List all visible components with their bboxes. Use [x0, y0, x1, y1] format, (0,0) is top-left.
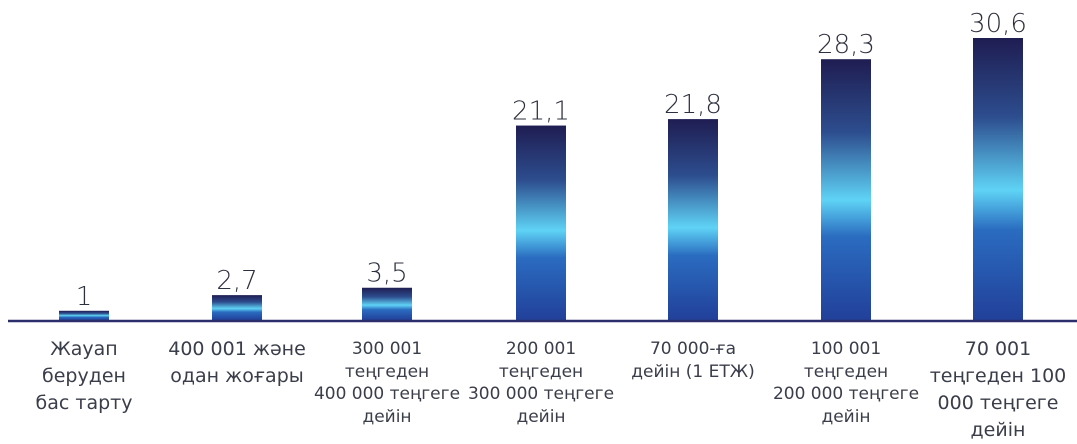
- bar-4: [516, 125, 566, 321]
- bar-7: [973, 38, 1023, 320]
- data-label-6: 28,3: [817, 30, 875, 60]
- category-label-6: 100 001 теңгеден 200 000 теңгеге дейін: [772, 339, 920, 427]
- bar-2: [212, 295, 262, 320]
- category-label-2: 400 001 және одан жоғары: [168, 338, 306, 387]
- category-label-5: 70 000-ға дейін (1 ЕТЖ): [631, 339, 755, 382]
- category-label-7: 70 001 теңгеден 100 000 теңгеге дейін: [929, 338, 1067, 441]
- data-label-5: 21,8: [664, 90, 722, 120]
- data-label-7: 30,6: [969, 9, 1027, 39]
- bar-1: [59, 310, 109, 320]
- data-label-2: 2,7: [216, 266, 257, 296]
- bar-5: [668, 119, 718, 320]
- bar-3: [362, 287, 412, 320]
- data-label-4: 21,1: [512, 97, 570, 127]
- data-label-3: 3,5: [366, 259, 407, 289]
- category-label-1: Жауап беруден бас тарту: [35, 338, 133, 414]
- bar-6: [821, 59, 871, 321]
- data-label-1: 1: [76, 282, 93, 312]
- category-label-4: 200 001 теңгеден 300 000 теңгеге дейін: [467, 339, 615, 427]
- category-label-3: 300 001 теңгеден 400 000 теңгеге дейін: [313, 339, 461, 427]
